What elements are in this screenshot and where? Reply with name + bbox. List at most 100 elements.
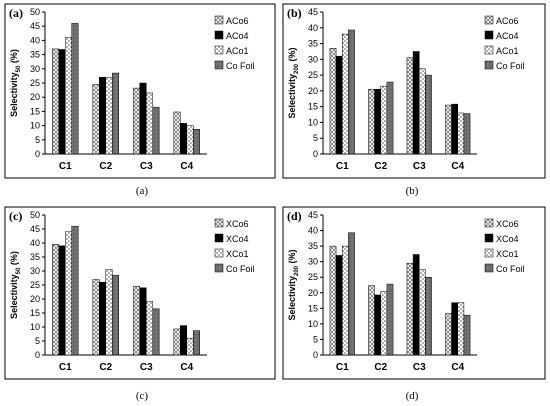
bar-co-foil-c4 <box>463 113 471 155</box>
bar-xco1-c4 <box>186 337 194 356</box>
legend-swatch <box>214 233 224 243</box>
y-tick-label: 25 <box>30 78 40 88</box>
bar-aco6-c3 <box>406 57 414 155</box>
legend-label: XCo1 <box>496 249 519 259</box>
y-tick-label: 5 <box>35 336 40 346</box>
y-tick-label: 50 <box>30 210 40 220</box>
bar-co-foil-c1 <box>71 23 79 155</box>
y-tick-label: 5 <box>313 334 318 344</box>
bar-aco6-c1 <box>52 48 60 155</box>
y-tick-label: 0 <box>313 149 318 159</box>
legend-label: XCo1 <box>226 249 249 259</box>
bar-xco4-c4 <box>451 302 458 356</box>
bar-xco6-c1 <box>329 245 337 356</box>
y-tick-label: 0 <box>313 350 318 360</box>
y-tick-label: 10 <box>308 319 318 329</box>
x-tick-label: C4 <box>451 362 464 373</box>
bar-xco1-c3 <box>419 269 426 356</box>
bar-co-foil-c2 <box>386 283 394 356</box>
panel-frame <box>282 206 546 380</box>
y-axis-label: Selectivity50 (%) <box>9 49 22 117</box>
bar-aco1-c4 <box>186 125 194 155</box>
bar-xco4-c3 <box>139 287 147 356</box>
x-tick-label: C2 <box>374 161 387 172</box>
y-tick-label: 30 <box>308 54 318 64</box>
legend-swatch <box>484 248 494 258</box>
bar-aco1-c3 <box>419 68 426 155</box>
panel-caption: (d) <box>406 390 419 402</box>
legend-swatch <box>484 263 494 273</box>
y-tick-label: 15 <box>30 106 40 116</box>
panel-caption: (c) <box>136 390 149 402</box>
legend-label: ACo4 <box>226 31 249 41</box>
chart-panel-1: (a) 0 5 10 15 20 25 30 35 40 45 50 Selectivity50 (%)… <box>4 3 276 179</box>
bar-aco6-c2 <box>368 89 375 155</box>
bar-xco1-c4 <box>457 302 465 356</box>
bar-co-foil-c2 <box>111 72 119 155</box>
bar-xco6-c2 <box>368 285 375 356</box>
bar-xco4-c1 <box>58 245 66 356</box>
bar-co-foil-c2 <box>386 81 394 155</box>
y-axis-label: Selectivity200 (%) <box>287 249 300 320</box>
bar-co-foil-c1 <box>71 225 79 356</box>
x-tick-label: C4 <box>180 161 193 172</box>
y-tick-label: 35 <box>30 252 40 262</box>
bar-xco6-c2 <box>92 279 100 356</box>
bar-aco6-c3 <box>133 87 141 155</box>
y-tick-label: 30 <box>30 64 40 74</box>
bar-aco4-c3 <box>412 51 420 155</box>
y-tick-label: 45 <box>30 224 40 234</box>
y-tick-label: 20 <box>30 92 40 102</box>
bar-aco4-c4 <box>451 103 458 155</box>
legend-label: ACo1 <box>496 46 519 56</box>
legend-swatch <box>484 60 494 70</box>
y-tick-label: 15 <box>30 308 40 318</box>
y-tick-label: 5 <box>35 135 40 145</box>
y-tick-label: 20 <box>30 294 40 304</box>
legend-label: XCo4 <box>226 234 249 244</box>
x-tick-label: C3 <box>140 362 153 373</box>
legend-label: ACo1 <box>226 46 249 56</box>
legend-swatch <box>484 30 494 40</box>
bar-co-foil-c1 <box>348 29 355 155</box>
bar-co-foil-c3 <box>425 276 432 356</box>
y-tick-label: 50 <box>30 7 40 17</box>
legend-swatch <box>214 263 224 273</box>
bar-aco4-c1 <box>335 55 343 155</box>
y-tick-label: 10 <box>30 322 40 332</box>
legend-swatch <box>214 60 224 70</box>
y-tick-label: 10 <box>308 117 318 127</box>
x-tick-label: C4 <box>451 161 464 172</box>
bar-co-foil-c3 <box>425 74 432 155</box>
y-axis-label: Selectivity200 (%) <box>287 47 300 118</box>
bar-co-foil-c1 <box>348 232 355 356</box>
y-tick-label: 10 <box>30 121 40 131</box>
bar-aco1-c4 <box>457 112 465 155</box>
bar-aco1-c2 <box>380 85 388 155</box>
bar-xco1-c3 <box>146 300 153 356</box>
chart-panel-4: (d) 0 5 10 15 20 25 30 35 40 45 Selectivity200 (%) C… <box>282 206 546 380</box>
bar-aco4-c2 <box>374 89 381 155</box>
bar-xco6-c4 <box>445 313 452 356</box>
bar-aco1-c1 <box>65 37 72 155</box>
y-tick-label: 35 <box>308 241 318 251</box>
bar-xco1-c1 <box>65 231 72 356</box>
y-tick-label: 45 <box>308 7 318 17</box>
y-tick-label: 45 <box>30 21 40 31</box>
y-tick-label: 40 <box>308 226 318 236</box>
y-tick-label: 0 <box>35 149 40 159</box>
legend-swatch <box>214 218 224 228</box>
x-tick-label: C1 <box>59 362 72 373</box>
bar-aco6-c2 <box>92 84 100 155</box>
legend-swatch <box>484 15 494 25</box>
x-tick-label: C3 <box>413 362 426 373</box>
y-tick-label: 15 <box>308 102 318 112</box>
x-tick-label: C2 <box>99 161 112 172</box>
x-tick-label: C2 <box>99 362 112 373</box>
x-tick-label: C3 <box>140 161 153 172</box>
bar-co-foil-c3 <box>152 106 160 155</box>
legend-label: XCo6 <box>496 219 519 229</box>
bar-co-foil-c4 <box>192 330 200 356</box>
bar-xco1-c1 <box>342 245 349 356</box>
